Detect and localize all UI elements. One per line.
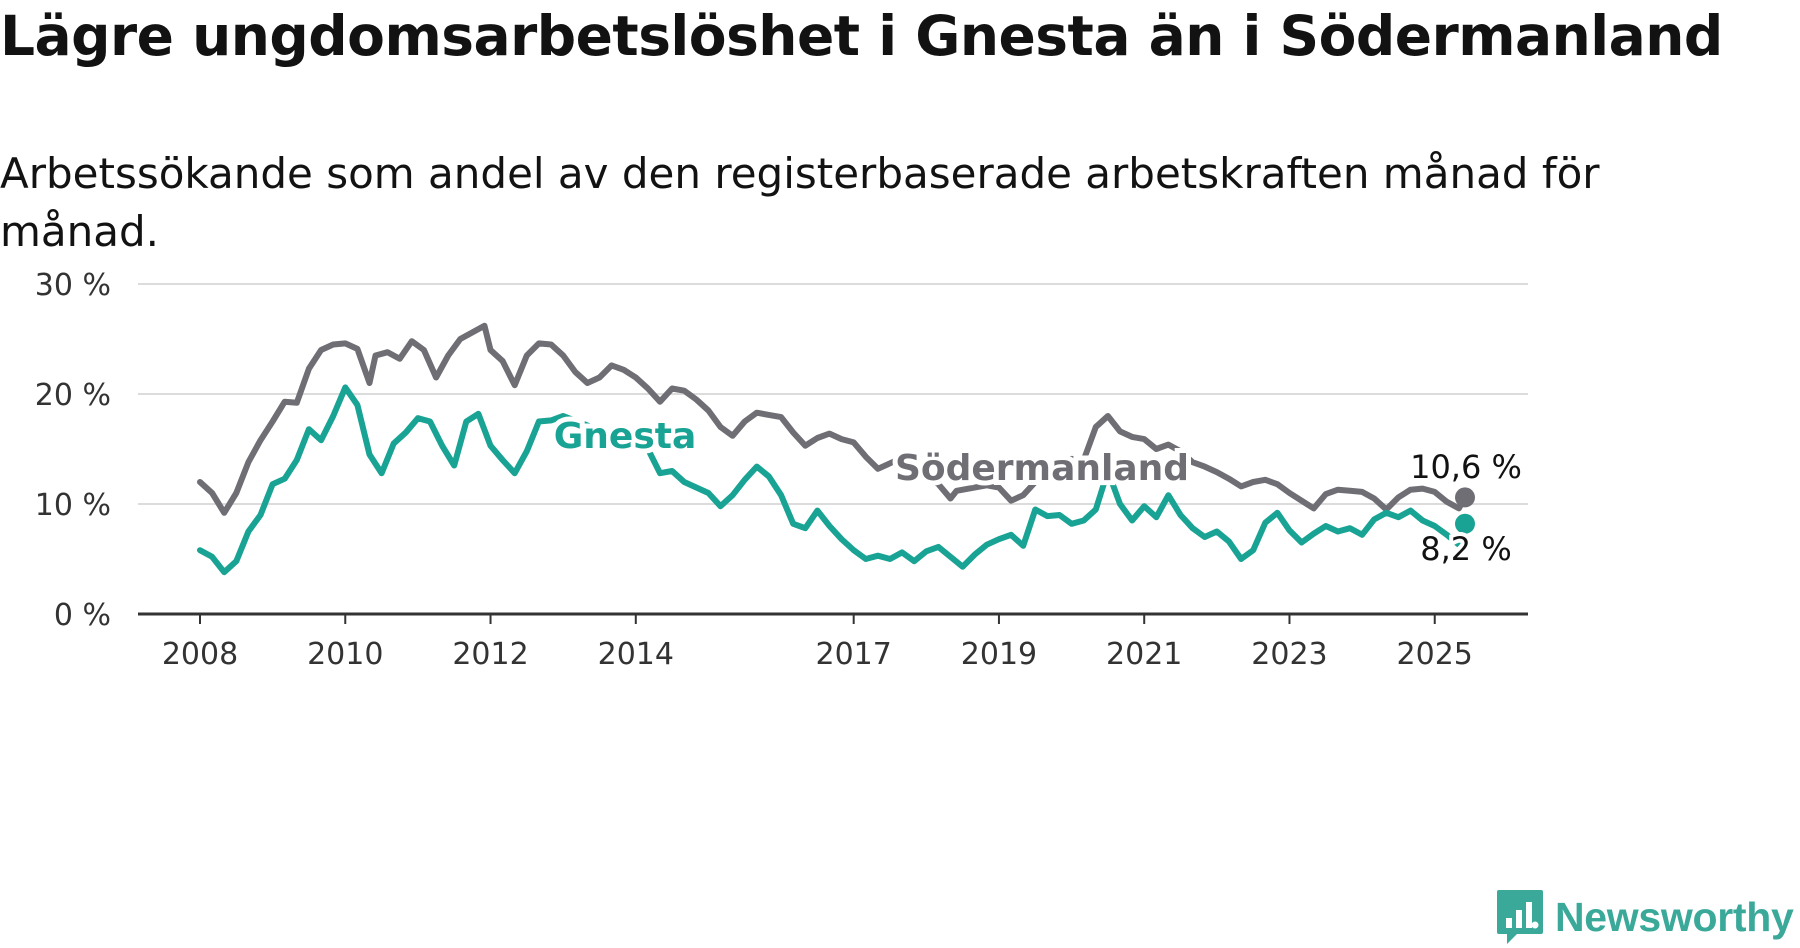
series-name-label: Södermanland xyxy=(895,448,1189,489)
series-end-value-label: 8,2 % xyxy=(1420,530,1511,568)
newsworthy-logo-icon xyxy=(1497,890,1543,944)
newsworthy-logo: Newsworthy xyxy=(1495,888,1794,946)
gridlines xyxy=(138,283,1528,505)
x-axis: 2008 2010 2012 2014 2017 2019 2021 2023 2025 xyxy=(138,612,1528,672)
chart-title: Lägre ungdomsarbetslöshet i Gnesta än i … xyxy=(0,4,1723,68)
x-tick-label: 2019 xyxy=(961,637,1037,672)
chart-subtitle: Arbetssökande som andel av den registerb… xyxy=(0,149,1600,256)
series-name-label: Gnesta xyxy=(554,416,697,457)
x-tick-label: 2012 xyxy=(452,637,528,672)
series-labels: Gnesta Södermanland 10,6 % 8,2 % xyxy=(549,411,1526,572)
series-line-0 xyxy=(197,322,1468,516)
series-end-value-label: 10,6 % xyxy=(1410,448,1522,486)
y-axis: 0 % 10 % 20 % 30 % xyxy=(35,268,111,633)
x-tick-label: 2025 xyxy=(1397,637,1473,672)
series-end-dot-0 xyxy=(1455,487,1475,508)
x-tick-label: 2021 xyxy=(1106,637,1182,672)
newsworthy-logo-text: Newsworthy xyxy=(1555,893,1794,940)
x-tick-label: 2017 xyxy=(816,637,892,672)
y-tick-label: 30 % xyxy=(35,268,111,303)
x-tick-label: 2023 xyxy=(1251,637,1327,672)
series-lines xyxy=(197,322,1475,576)
series-line-1 xyxy=(197,384,1468,576)
x-tick-label: 2008 xyxy=(162,637,238,672)
y-tick-label: 20 % xyxy=(35,378,111,413)
x-tick-label: 2014 xyxy=(598,637,674,672)
y-tick-label: 10 % xyxy=(35,488,111,523)
x-tick-label: 2010 xyxy=(307,637,383,672)
y-tick-label: 0 % xyxy=(54,598,111,633)
series-end-dot-1 xyxy=(1455,513,1475,534)
